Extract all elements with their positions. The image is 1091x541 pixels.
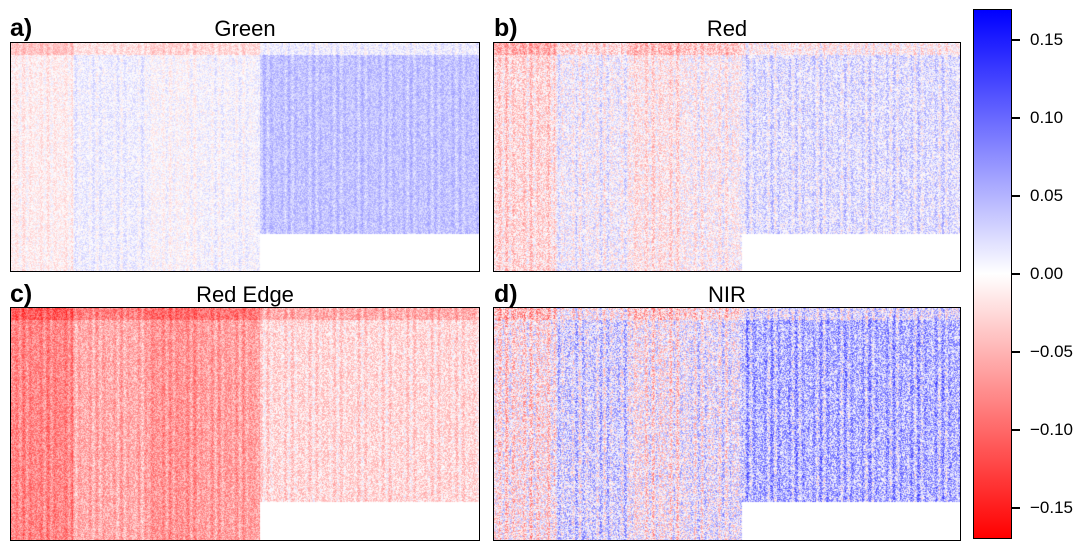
colorbar-tick-label: −0.10 (1030, 419, 1074, 439)
colorbar-tick-mark (1012, 507, 1020, 509)
colorbar-tick-label: 0.05 (1030, 186, 1064, 206)
panel-b-map (493, 42, 961, 272)
panel-a-letter: a) (10, 14, 33, 42)
colorbar-tick-label: 0.10 (1030, 108, 1064, 128)
panel-c-letter: c) (10, 280, 33, 308)
panel-c-map (10, 307, 480, 541)
colorbar-tick-mark (1012, 39, 1020, 41)
panel-d-title: NIR (708, 282, 746, 307)
colorbar-tick-label: −0.05 (1030, 341, 1074, 361)
colorbar-tick-label: 0.00 (1030, 264, 1064, 283)
colorbar-tick-mark (1012, 195, 1020, 197)
panel-b-heatmap (494, 43, 960, 271)
panel-d-map (493, 307, 961, 541)
panel-b-title: Red (706, 16, 748, 41)
panel-a-map (10, 42, 480, 272)
colorbar-tick-mark (1012, 117, 1020, 119)
panel-a-heatmap (11, 43, 479, 271)
panel-c-title: Red Edge (196, 282, 294, 307)
panel-d-letter: d) (494, 280, 518, 308)
colorbar-tick-mark (1012, 273, 1020, 275)
colorbar-tick-mark (1012, 351, 1020, 353)
colorbar-tick-label: 0.15 (1030, 30, 1064, 50)
colorbar-tick-label: −0.15 (1030, 497, 1074, 517)
colorbar-tick-mark (1012, 429, 1020, 431)
panel-d-heatmap (494, 308, 960, 540)
panel-b-letter: b) (494, 14, 518, 42)
panel-c-heatmap (11, 308, 479, 540)
colorbar (973, 9, 1012, 539)
panel-a-title: Green (214, 16, 276, 41)
